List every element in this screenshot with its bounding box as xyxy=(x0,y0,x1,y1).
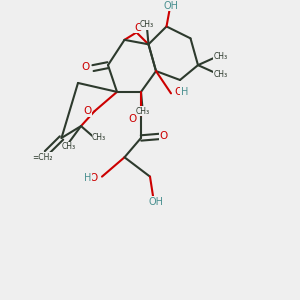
Text: H: H xyxy=(84,173,91,183)
Text: OH: OH xyxy=(148,197,164,207)
Text: CH₃: CH₃ xyxy=(213,70,228,79)
Text: OH: OH xyxy=(164,1,178,11)
Text: CH₃: CH₃ xyxy=(62,142,76,152)
Text: O: O xyxy=(89,173,98,183)
Text: O: O xyxy=(135,23,143,33)
Text: O: O xyxy=(159,131,168,142)
Text: O: O xyxy=(81,61,90,72)
Text: CH₃: CH₃ xyxy=(135,107,150,116)
Text: H: H xyxy=(181,87,188,97)
Text: O: O xyxy=(83,106,91,116)
Text: =CH₂: =CH₂ xyxy=(32,153,52,162)
Text: CH₃: CH₃ xyxy=(92,134,106,142)
Text: CH₃: CH₃ xyxy=(213,52,228,61)
Text: O: O xyxy=(174,87,183,97)
Text: O: O xyxy=(128,114,137,124)
Text: CH₃: CH₃ xyxy=(140,20,154,29)
